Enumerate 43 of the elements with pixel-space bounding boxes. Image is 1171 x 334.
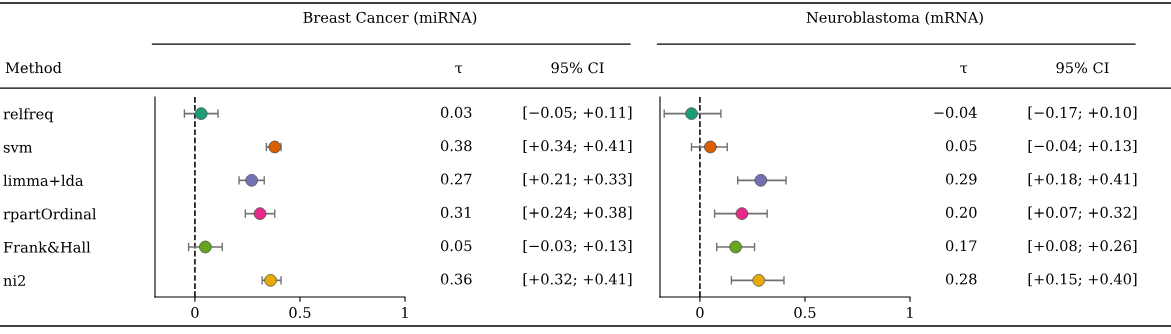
text: [−0.05; +0.11] bbox=[523, 106, 632, 120]
y-axis-title: Method bbox=[5, 61, 62, 74]
data-label: 0.03 bbox=[440, 106, 472, 118]
x-tick-label: 0.5 bbox=[794, 306, 816, 319]
data-label: 0.29 bbox=[945, 173, 977, 185]
text: [+0.34; +0.41] bbox=[523, 139, 632, 154]
x-tick-label: 0 bbox=[191, 306, 199, 319]
text: [−0.17; +0.10] bbox=[1028, 106, 1137, 120]
data-label: 0.27 bbox=[440, 173, 472, 185]
y-tick-label: relfreq bbox=[3, 108, 54, 123]
y-tick-label: rpartOrdinal bbox=[3, 208, 97, 223]
data-label: 0.38 bbox=[440, 140, 472, 152]
x-tick-label: 0 bbox=[696, 306, 704, 319]
data-label: 0.05 bbox=[945, 140, 977, 152]
text: τ bbox=[960, 65, 968, 74]
data-label: 0.36 bbox=[440, 273, 472, 285]
chart-title: Neuroblastoma (mRNA) bbox=[806, 11, 983, 25]
data-label: −0.04 bbox=[934, 106, 977, 118]
x-tick-label: 1 bbox=[907, 306, 913, 318]
text: [+0.08; +0.26] bbox=[1028, 239, 1137, 254]
text: [+0.24; +0.38] bbox=[523, 206, 632, 220]
text: [+0.07; +0.32] bbox=[1028, 206, 1137, 220]
y-tick-label: ni2 bbox=[3, 275, 25, 286]
data-label: 0.17 bbox=[945, 240, 977, 252]
data-label: 0.31 bbox=[440, 206, 471, 218]
text: [+0.32; +0.41] bbox=[523, 273, 632, 287]
data-label: 0.05 bbox=[440, 240, 472, 252]
text: τ bbox=[455, 65, 463, 74]
text: [+0.18; +0.41] bbox=[1028, 173, 1137, 187]
text: [+0.21; +0.33] bbox=[523, 173, 632, 187]
chart-title: Breast Cancer (miRNA) bbox=[303, 11, 477, 25]
text: 95% CI bbox=[551, 62, 604, 74]
text: [+0.15; +0.40] bbox=[1028, 273, 1137, 287]
text: 95% CI bbox=[1056, 62, 1109, 74]
x-tick-label: 0.5 bbox=[289, 306, 311, 319]
text: [−0.03; +0.13] bbox=[523, 239, 632, 254]
data-label: 0.20 bbox=[945, 206, 977, 218]
y-tick-label: svm bbox=[3, 144, 33, 153]
y-tick-label: limma+lda bbox=[3, 174, 84, 187]
y-tick-label: Frank&Hall bbox=[3, 241, 91, 253]
data-label: 0.28 bbox=[945, 273, 977, 285]
x-tick-label: 1 bbox=[402, 306, 408, 318]
text: [−0.04; +0.13] bbox=[1028, 139, 1137, 154]
